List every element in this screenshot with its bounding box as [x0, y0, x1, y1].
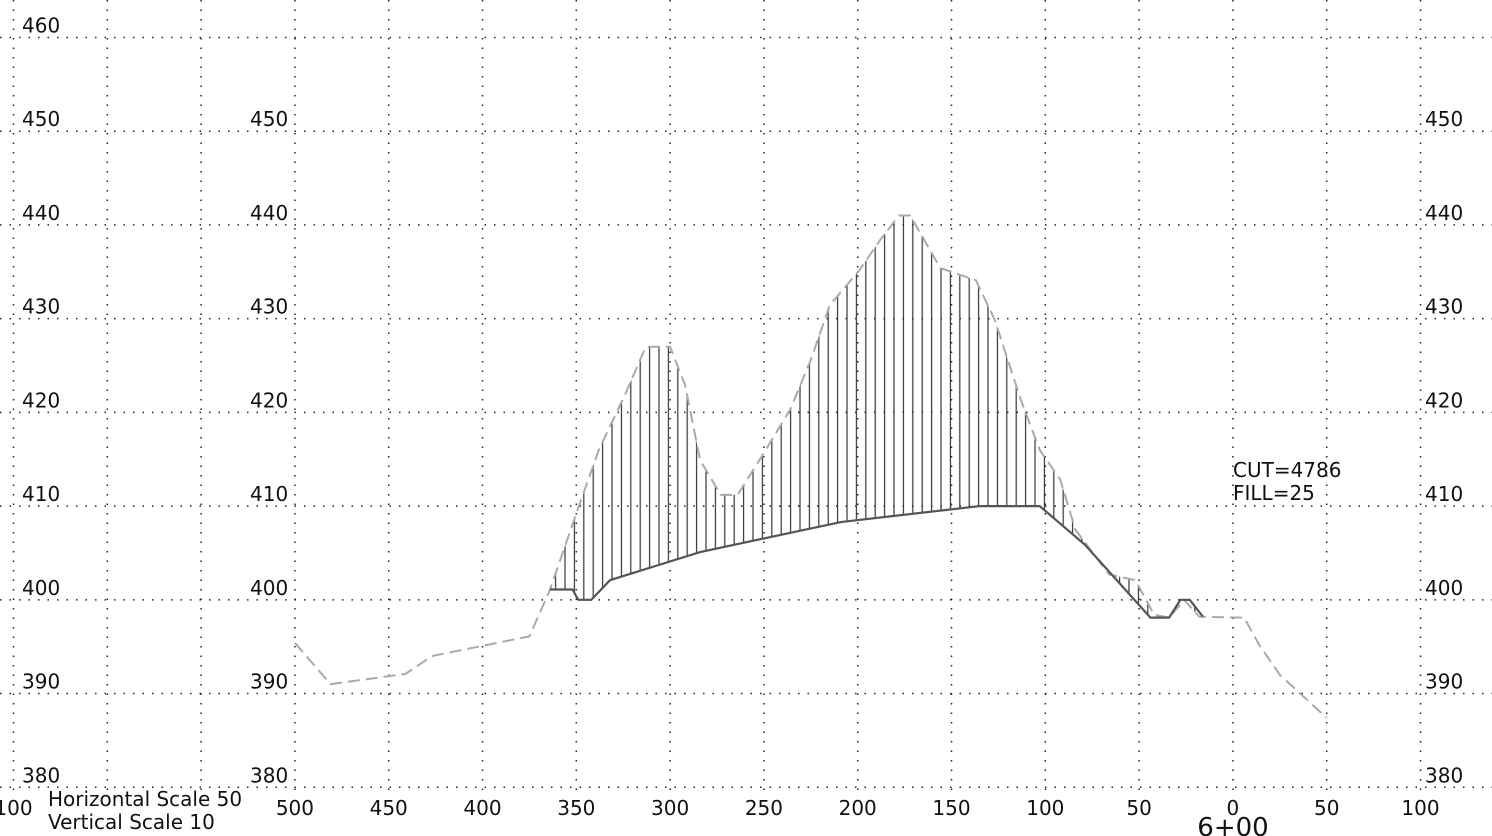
- x-tick-label: 150: [932, 796, 970, 820]
- y-tick-label: 410: [22, 482, 60, 506]
- y-tick-label: 450: [22, 107, 60, 131]
- y-tick-label: 380: [250, 763, 288, 787]
- y-tick-label: 390: [1425, 670, 1463, 694]
- y-tick-label: 440: [22, 201, 60, 225]
- y-tick-label: 410: [1425, 482, 1463, 506]
- x-tick-label: 0: [1227, 796, 1240, 820]
- x-tick-label: 400: [463, 796, 501, 820]
- x-tick-label: 100: [1401, 796, 1439, 820]
- y-tick-label: 440: [250, 201, 288, 225]
- x-tick-label: 500: [276, 796, 314, 820]
- y-tick-label: 430: [22, 295, 60, 319]
- y-tick-label: 430: [1425, 295, 1463, 319]
- y-tick-label: 380: [22, 763, 60, 787]
- y-tick-label: 440: [1425, 201, 1463, 225]
- x-tick-label: 50: [1314, 796, 1339, 820]
- y-tick-label: 390: [22, 670, 60, 694]
- x-tick-label: 100: [1026, 796, 1064, 820]
- x-tick-label: 300: [651, 796, 689, 820]
- cut-hatch: [550, 215, 1203, 618]
- y-tick-label: 420: [1425, 388, 1463, 412]
- profile-line: [550, 504, 1204, 619]
- x-tick-label: 200: [839, 796, 877, 820]
- y-tick-label: 420: [250, 388, 288, 412]
- scale-note: Horizontal Scale 50: [48, 787, 242, 811]
- y-tick-label: 400: [22, 576, 60, 600]
- x-tick-label: 50: [1126, 796, 1151, 820]
- x-tick-label: 350: [557, 796, 595, 820]
- y-tick-label: 410: [250, 482, 288, 506]
- fill-label: FILL=25: [1233, 481, 1315, 505]
- x-tick-label: 250: [745, 796, 783, 820]
- scale-note: Vertical Scale 10: [48, 810, 215, 834]
- y-tick-label: 450: [250, 107, 288, 131]
- y-tick-label: 400: [250, 576, 288, 600]
- y-tick-label: 460: [22, 13, 60, 37]
- y-tick-label: 400: [1425, 576, 1463, 600]
- y-tick-label: 420: [22, 388, 60, 412]
- x-tick-label: 100: [0, 796, 33, 820]
- y-tick-label: 450: [1425, 107, 1463, 131]
- profile-line: [294, 214, 1328, 719]
- y-tick-label: 430: [250, 295, 288, 319]
- y-tick-label: 380: [1425, 763, 1463, 787]
- station-label: 6+00: [1197, 813, 1268, 836]
- y-tick-label: 390: [250, 670, 288, 694]
- x-tick-label: 450: [370, 796, 408, 820]
- cut-label: CUT=4786: [1233, 458, 1341, 482]
